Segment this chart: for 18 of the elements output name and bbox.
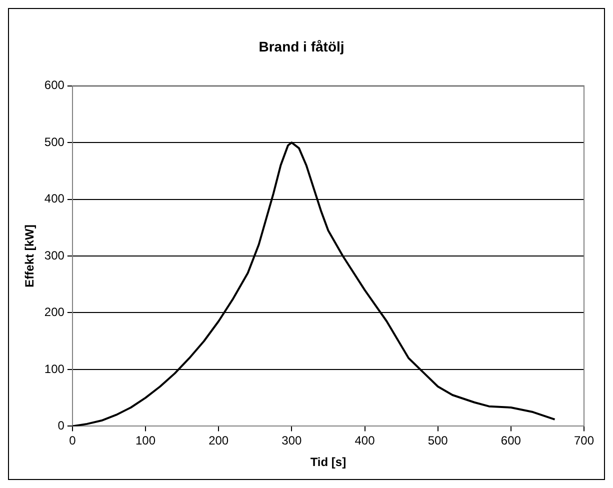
y-tick-label: 0 — [58, 418, 65, 433]
y-tick-label: 500 — [44, 134, 65, 149]
x-tick-label: 100 — [135, 434, 156, 448]
y-tick-label: 600 — [44, 78, 65, 92]
chart-title: Brand i fåtölj — [258, 38, 344, 54]
x-tick-label: 0 — [69, 434, 76, 448]
x-tick-label: 600 — [500, 434, 522, 448]
y-tick-label: 400 — [44, 192, 65, 206]
x-tick-label: 300 — [282, 434, 302, 448]
y-tick-label: 300 — [44, 248, 65, 262]
y-tick-label: 100 — [44, 362, 65, 376]
x-tick-label: 700 — [574, 434, 594, 448]
x-tick-label: 400 — [354, 434, 376, 448]
x-tick-label: 200 — [208, 434, 229, 448]
x-tick-label: 500 — [428, 434, 448, 448]
x-axis-title: Tid [s] — [310, 455, 346, 470]
y-tick-label: 200 — [44, 305, 65, 320]
y-axis-title: Effekt [kW] — [22, 224, 37, 288]
